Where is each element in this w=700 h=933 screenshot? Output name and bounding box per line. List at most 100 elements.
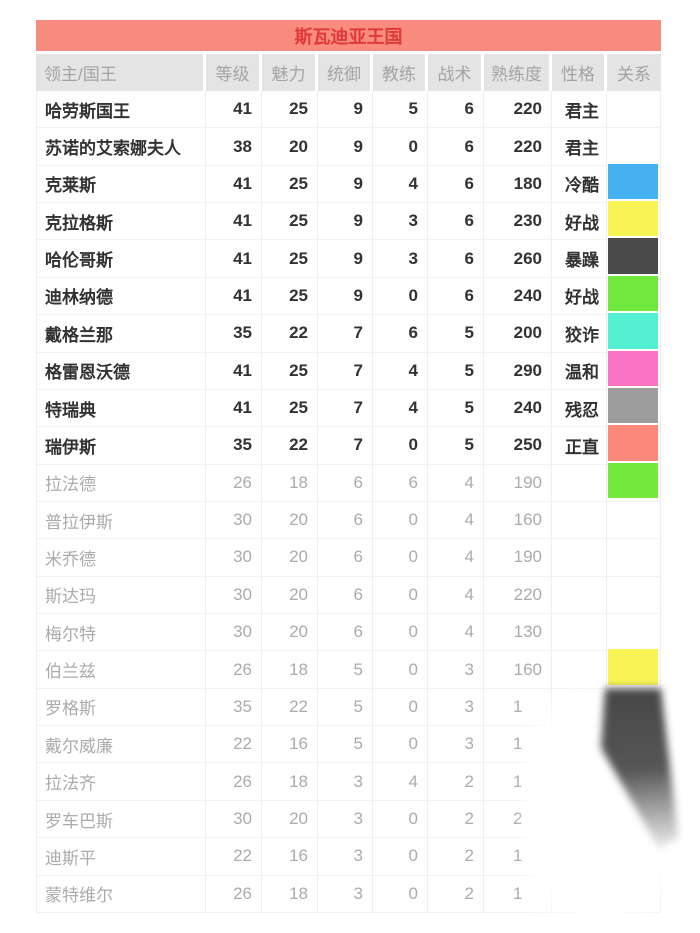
stat-value: 7 [318,427,373,465]
relation-cell [607,462,661,502]
stat-value: 18 [262,875,318,913]
lord-name: 普拉伊斯 [37,501,206,540]
table-row: 瑞伊斯 35 22 7 0 5 250 正直 [37,425,661,465]
lords-table: 斯瓦迪亚王国 领主/国王 等级 魅力 统御 教练 战术 熟练度 性格 关系 哈劳斯国王 41 25 9… [36,20,661,913]
stat-value: 25 [262,203,318,241]
relation-color-swatch [608,425,658,461]
column-header-7: 性格 [552,54,607,91]
stat-value: 230 [484,203,552,241]
table-row: 克拉格斯 41 25 9 3 6 230 好战 [37,201,661,241]
stat-value: 3 [428,688,484,727]
relation-color-swatch [608,350,658,386]
stat-value: 2 [428,763,484,801]
stat-value: 22 [262,688,318,727]
stat-value: 26 [206,651,262,689]
stat-value: 35 [206,427,262,465]
stat-value: 260 [484,240,552,278]
stat-value: 7 [318,352,373,390]
personality-value: 温和 [552,352,607,390]
personality-value [552,539,607,577]
column-header-4: 教练 [373,54,428,91]
stat-value: 4 [428,576,484,615]
lord-name: 哈伦哥斯 [37,240,206,278]
stat-value: 0 [373,800,428,839]
relation-cell [607,91,661,129]
stat-value: 6 [318,576,373,615]
stat-value: 25 [262,352,318,390]
stat-value: 9 [318,165,373,204]
stat-value: 5 [428,427,484,465]
table-row: 特瑞典 41 25 7 4 5 240 残忍 [37,387,661,428]
stat-value: 25 [262,389,318,428]
stat-value: 41 [206,203,262,241]
lord-name: 迪斯平 [37,838,206,876]
stat-value: 9 [318,277,373,316]
stat-value: 0 [373,726,428,764]
stat-value: 240 [484,277,552,316]
table-row: 米乔德 30 20 6 0 4 190 [37,539,661,577]
header-row: 领主/国王 等级 魅力 统御 教练 战术 熟练度 性格 关系 [36,54,661,91]
stat-value: 6 [428,128,484,166]
stat-value: 0 [373,501,428,540]
stat-value: 41 [206,352,262,390]
table-row: 普拉伊斯 30 20 6 0 4 160 [37,501,661,540]
relation-cell [607,275,661,316]
stat-value: 41 [206,277,262,316]
personality-value [552,464,607,502]
stat-value: 0 [373,576,428,615]
stat-value: 200 [484,315,552,353]
stat-value: 0 [373,427,428,465]
stat-value: 25 [262,277,318,316]
smudge-shape [601,688,678,849]
stat-value: 4 [373,763,428,801]
relation-cell [607,576,661,615]
stat-value: 22 [262,427,318,465]
stat-value: 4 [428,614,484,652]
table-row: 斯达玛 30 20 6 0 4 220 [37,576,661,615]
stat-value: 20 [262,501,318,540]
relation-cell [607,387,661,428]
stat-value: 3 [318,875,373,913]
lord-name: 罗格斯 [37,688,206,727]
stat-value: 3 [428,726,484,764]
stat-value: 180 [484,165,552,204]
stat-value: 38 [206,128,262,166]
lord-name: 格雷恩沃德 [37,352,206,390]
stat-value: 4 [373,165,428,204]
table-row: 哈劳斯国王 41 25 9 5 6 220 君主 [37,91,661,129]
stat-value: 4 [373,389,428,428]
stat-value: 6 [373,464,428,502]
stat-value: 6 [318,614,373,652]
relation-cell [607,128,661,166]
table-row: 迪林纳德 41 25 9 0 6 240 好战 [37,275,661,316]
relation-cell [607,649,661,689]
stat-value: 5 [428,352,484,390]
stat-value: 6 [373,315,428,353]
stat-value: 20 [262,576,318,615]
relation-color-swatch [608,649,658,685]
table-row: 戴格兰那 35 22 7 6 5 200 狡诈 [37,313,661,353]
stat-value: 0 [373,128,428,166]
personality-value: 残忍 [552,389,607,428]
stat-value: 30 [206,576,262,615]
relation-cell [607,539,661,577]
lord-name: 斯达玛 [37,576,206,615]
stat-value: 26 [206,763,262,801]
stat-value: 35 [206,315,262,353]
personality-value [552,501,607,540]
table-row: 克莱斯 41 25 9 4 6 180 冷酷 [37,163,661,204]
table-row: 拉法德 26 18 6 6 4 190 [37,462,661,502]
lord-name: 克拉格斯 [37,203,206,241]
stat-value: 190 [484,464,552,502]
stat-value: 9 [318,91,373,129]
table-row: 梅尔特 30 20 6 0 4 130 [37,614,661,652]
table-row: 格雷恩沃德 41 25 7 4 5 290 温和 [37,350,661,390]
lord-name: 克莱斯 [37,165,206,204]
lord-name: 哈劳斯国王 [37,91,206,129]
stat-value: 30 [206,501,262,540]
stat-value: 9 [318,240,373,278]
personality-value [552,651,607,689]
column-header-5: 战术 [428,54,484,91]
stat-value: 5 [428,389,484,428]
